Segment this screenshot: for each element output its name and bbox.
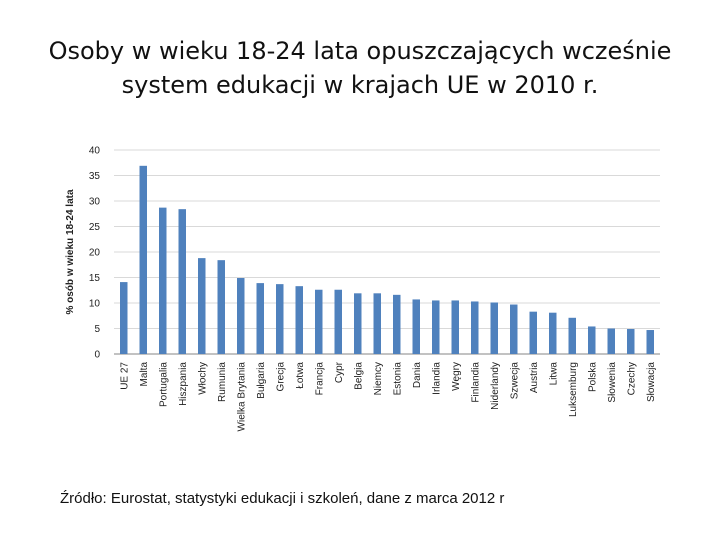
bar bbox=[393, 294, 401, 354]
x-tick-label: Austria bbox=[529, 362, 540, 394]
x-tick-label: Finlandia bbox=[470, 362, 481, 403]
bar bbox=[139, 165, 147, 354]
x-tick-label: Belgia bbox=[353, 362, 364, 390]
grid-lines bbox=[114, 149, 660, 355]
y-axis-ticks: 0 5 10 15 20 25 30 35 40 bbox=[89, 146, 101, 361]
bar bbox=[256, 283, 264, 354]
bar bbox=[568, 317, 576, 354]
y-tick-label: 25 bbox=[89, 222, 101, 233]
x-tick-label: Grecja bbox=[275, 362, 286, 392]
y-tick-label: 40 bbox=[89, 146, 101, 157]
chart-title-line-1: Osoby w wieku 18-24 lata opuszczających … bbox=[48, 37, 672, 65]
y-tick-label: 35 bbox=[89, 171, 101, 182]
y-tick-label: 20 bbox=[89, 248, 101, 259]
x-tick-label: Czechy bbox=[626, 362, 637, 395]
x-tick-label: Węgry bbox=[451, 362, 462, 391]
x-tick-label: Francja bbox=[314, 362, 325, 396]
bar-chart: 0 5 10 15 20 25 30 35 40 UE 27 Malta Portugalia His… bbox=[65, 146, 660, 431]
chart-title-line-2: system edukacji w krajach UE w 2010 r. bbox=[121, 71, 599, 99]
bar bbox=[373, 293, 381, 354]
bar bbox=[334, 289, 342, 354]
bar bbox=[451, 300, 459, 354]
bar bbox=[315, 289, 323, 354]
source-note: Źródło: Eurostat, statystyki edukacji i … bbox=[60, 490, 505, 507]
bar bbox=[432, 300, 440, 354]
bar bbox=[607, 328, 615, 354]
y-tick-label: 5 bbox=[94, 324, 100, 335]
y-tick-label: 0 bbox=[94, 350, 100, 361]
chart-title: Osoby w wieku 18-24 lata opuszczających … bbox=[30, 34, 690, 102]
x-tick-label: Hiszpania bbox=[178, 362, 189, 406]
bar bbox=[549, 312, 557, 354]
x-tick-label: Estonia bbox=[392, 362, 403, 396]
bar bbox=[490, 302, 498, 354]
x-tick-label: Litwa bbox=[548, 362, 559, 386]
y-axis-label: % osób w wieku 18-24 lata bbox=[65, 189, 76, 314]
x-tick-label: Portugalia bbox=[158, 362, 169, 407]
bar bbox=[237, 278, 245, 354]
bar bbox=[198, 258, 206, 354]
bar bbox=[295, 286, 303, 354]
x-tick-label: Włochy bbox=[197, 362, 208, 395]
x-tick-label: Rumunia bbox=[217, 362, 228, 402]
bars bbox=[120, 165, 654, 354]
y-tick-label: 30 bbox=[89, 197, 101, 208]
bar bbox=[276, 284, 284, 354]
bar bbox=[159, 207, 167, 354]
x-tick-label: Polska bbox=[587, 362, 598, 392]
bar bbox=[412, 299, 420, 354]
x-tick-label: Bułgaria bbox=[256, 362, 267, 399]
bar bbox=[627, 329, 635, 354]
x-tick-label: Cypr bbox=[334, 361, 345, 383]
bar bbox=[510, 304, 518, 354]
bar bbox=[120, 282, 128, 354]
x-tick-label: Dania bbox=[412, 362, 423, 389]
bar bbox=[217, 260, 225, 354]
x-axis-ticks: UE 27 Malta Portugalia Hiszpania Włochy Rumun… bbox=[119, 361, 657, 431]
x-tick-label: UE 27 bbox=[119, 362, 130, 390]
bar bbox=[471, 301, 479, 354]
y-tick-label: 10 bbox=[89, 299, 101, 310]
bar bbox=[354, 293, 362, 354]
x-tick-label: Łotwa bbox=[295, 362, 306, 389]
x-tick-label: Słowenia bbox=[607, 362, 618, 403]
y-tick-label: 15 bbox=[89, 273, 101, 284]
x-tick-label: Niemcy bbox=[373, 362, 384, 395]
x-tick-label: Luksemburg bbox=[568, 362, 579, 417]
x-tick-label: Irlandia bbox=[431, 362, 442, 395]
x-tick-label: Słowacja bbox=[646, 362, 657, 402]
bar bbox=[178, 209, 186, 354]
x-tick-label: Niderlandy bbox=[490, 362, 501, 410]
x-tick-label: Malta bbox=[139, 362, 150, 387]
bar bbox=[529, 311, 537, 354]
bar bbox=[646, 330, 654, 354]
x-tick-label: Szwecja bbox=[509, 362, 520, 400]
x-tick-label: Wielka Brytania bbox=[236, 362, 247, 432]
bar bbox=[588, 326, 596, 354]
